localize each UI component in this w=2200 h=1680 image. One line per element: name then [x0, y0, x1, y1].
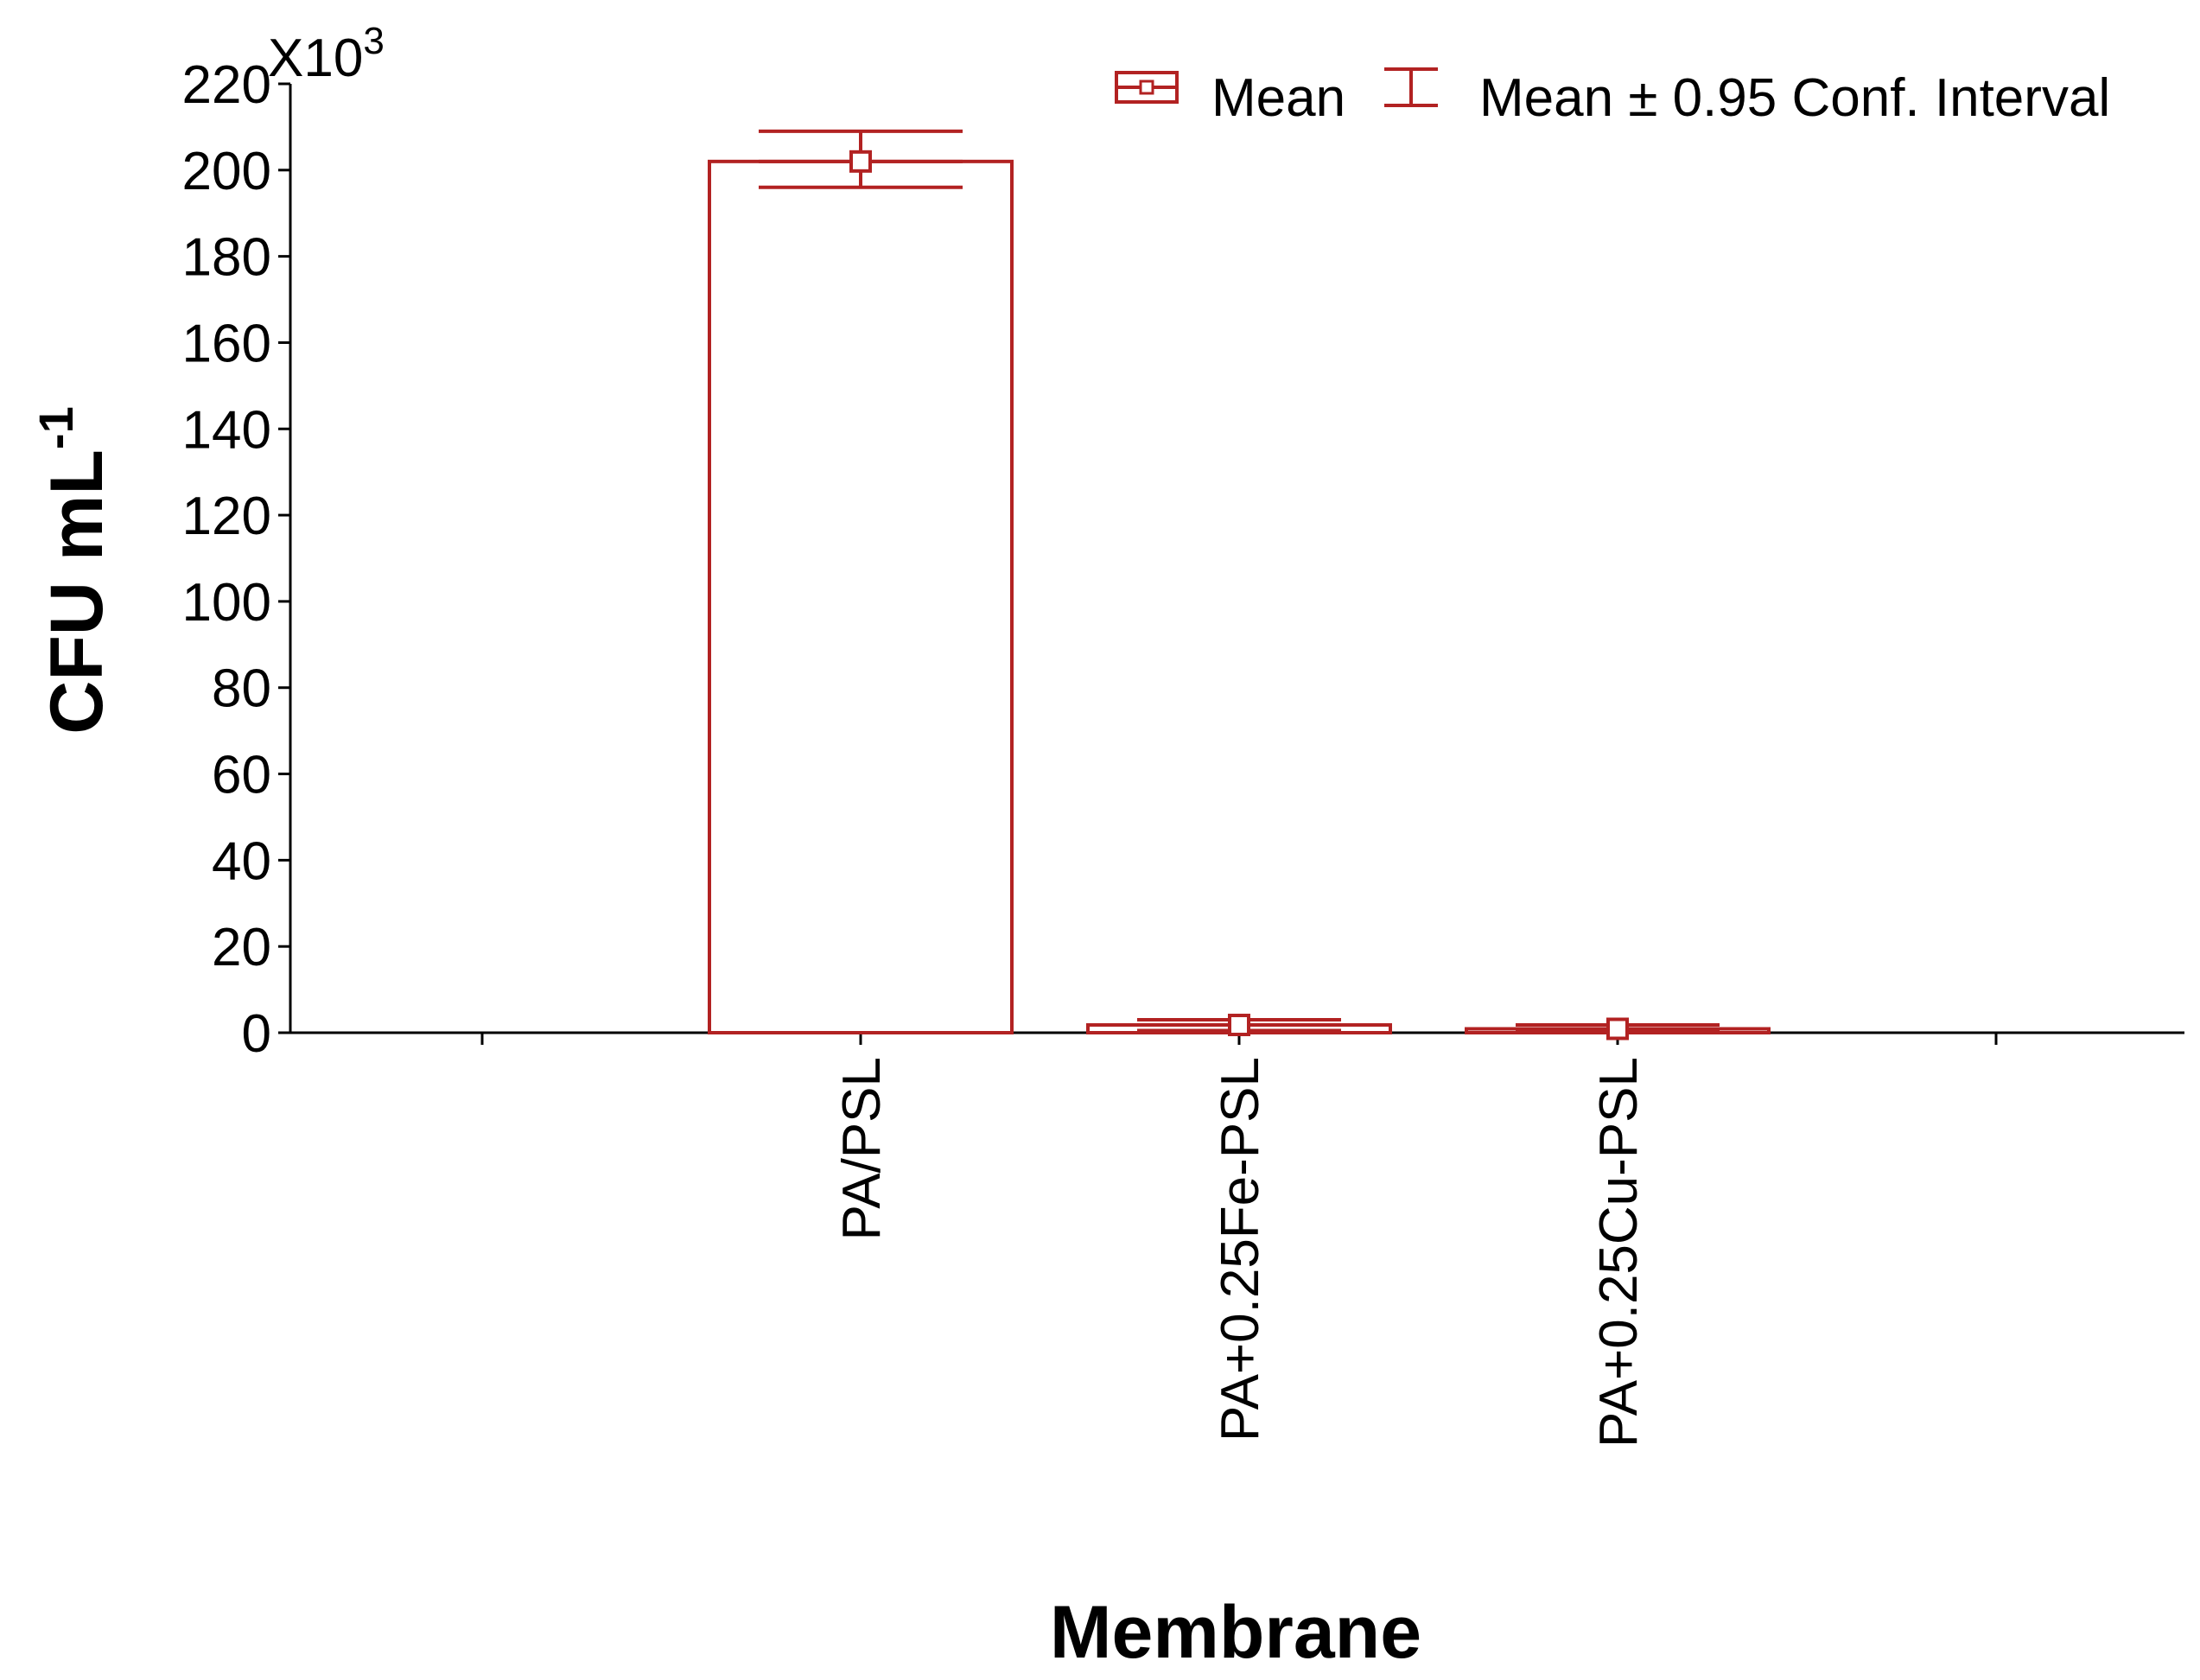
y-tick-label: 20 — [212, 918, 271, 977]
mean-point — [849, 150, 872, 173]
y-tick-label: 120 — [182, 487, 271, 546]
y-tick-label: 220 — [182, 55, 271, 115]
x-tick-label: PA+0.25Cu-PSL — [1589, 1057, 1649, 1448]
y-tick-label: 60 — [212, 746, 271, 805]
legend-mean-icon — [1115, 71, 1179, 104]
mean-point — [1606, 1017, 1629, 1040]
y-tick-label: 100 — [182, 573, 271, 633]
legend-ci-icon — [1384, 67, 1438, 107]
bars — [708, 129, 1771, 1040]
legend-ci-label: Mean ± 0.95 Conf. Interval — [1479, 68, 2110, 128]
y-tick-label: 160 — [182, 314, 271, 373]
y-tick-label: 0 — [242, 1004, 271, 1064]
y-tick-label: 40 — [212, 831, 271, 891]
legend-mean-label: Mean — [1211, 68, 1345, 128]
x-axis-title: Membrane — [1050, 1591, 1421, 1674]
y-multiplier-label: X103 — [268, 20, 385, 88]
mean-point — [1228, 1014, 1250, 1037]
y-tick-label: 180 — [182, 228, 271, 288]
x-tick-label: PA/PSL — [832, 1057, 892, 1241]
legend: Mean Mean ± 0.95 Conf. Interval — [1115, 67, 2110, 128]
y-tick-label: 80 — [212, 659, 271, 719]
axes: 0 20 40 60 80 100 120 140 160 180 200 220 PA/PSL PA+0… — [182, 55, 2184, 1448]
y-tick-label: 200 — [182, 142, 271, 201]
y-axis-title: CFU mL-1 — [29, 406, 118, 734]
x-tick-label: PA+0.25Fe-PSL — [1211, 1057, 1270, 1441]
y-tick-label: 140 — [182, 400, 271, 460]
bar — [708, 159, 1014, 1034]
